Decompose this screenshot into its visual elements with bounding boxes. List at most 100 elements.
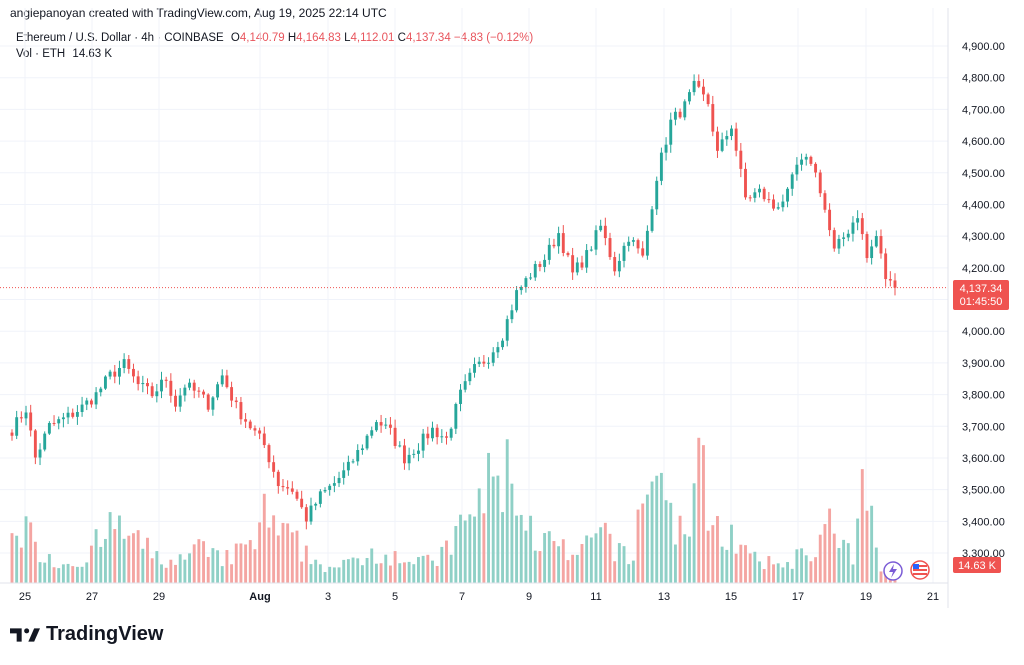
- candle: [103, 375, 107, 390]
- volume-bar: [337, 567, 341, 583]
- candle: [445, 431, 448, 445]
- volume-bar: [258, 522, 262, 583]
- candle: [33, 429, 37, 465]
- volume-bar: [524, 530, 528, 583]
- candle: [197, 387, 201, 398]
- candle: [57, 416, 61, 430]
- event-icon[interactable]: [883, 561, 903, 581]
- volume-bar: [870, 505, 874, 583]
- candle: [767, 192, 771, 204]
- candle: [459, 384, 462, 412]
- volume-bar: [103, 538, 107, 583]
- volume-bar: [673, 544, 677, 583]
- volume-bar: [197, 539, 201, 583]
- candle: [622, 242, 626, 268]
- symbol-legend: Ethereum / U.S. Dollar · 4h · COINBASE O…: [16, 31, 533, 46]
- candle: [473, 357, 476, 378]
- countdown-value: 01:45:50: [960, 296, 1003, 308]
- candle: [468, 368, 472, 386]
- volume-label[interactable]: Vol · ETH: [16, 48, 66, 60]
- volume-bar: [407, 561, 411, 583]
- x-tick-label: 5: [392, 591, 398, 603]
- volume-bar: [860, 469, 864, 583]
- candle: [786, 187, 789, 208]
- y-tick-label: 3,700.00: [962, 421, 1005, 433]
- volume-bar: [281, 522, 285, 583]
- volume-bar: [449, 554, 453, 583]
- x-tick-label: 19: [860, 591, 872, 603]
- volume-bar: [33, 541, 37, 583]
- volume-bar: [589, 537, 593, 583]
- volume-bar: [711, 525, 715, 583]
- volume-bar: [631, 560, 635, 583]
- volume-bar: [515, 515, 519, 583]
- y-tick-label: 3,900.00: [962, 358, 1005, 370]
- volume-bar: [71, 566, 75, 583]
- candle: [440, 429, 444, 443]
- y-tick-label: 3,500.00: [962, 485, 1005, 497]
- y-tick-label: 4,400.00: [962, 199, 1005, 211]
- volume-bar: [580, 544, 584, 583]
- y-tick-label: 3,800.00: [962, 390, 1005, 402]
- candle: [52, 415, 56, 426]
- time-axis[interactable]: 25 27 29 Aug 3 5 7 9 11 13 15 17 19 21: [19, 591, 939, 603]
- candle: [398, 441, 402, 448]
- volume-bar: [828, 508, 832, 583]
- candle: [192, 379, 196, 399]
- candle: [155, 383, 159, 403]
- volume-bar: [538, 551, 542, 583]
- volume-bar: [650, 481, 654, 583]
- candle: [739, 142, 743, 178]
- volume-bar: [360, 565, 364, 583]
- candle: [337, 471, 341, 488]
- volume-bar: [837, 547, 841, 583]
- candle: [150, 382, 154, 399]
- candle: [762, 186, 766, 202]
- candle: [24, 405, 28, 426]
- candle: [482, 355, 486, 367]
- volume-bar: [61, 564, 65, 583]
- volume-bar: [99, 546, 103, 583]
- volume-bar: [575, 554, 579, 583]
- x-tick-label: 9: [526, 591, 532, 603]
- candle: [772, 194, 775, 211]
- volume-bar: [758, 561, 761, 583]
- candle: [571, 247, 575, 280]
- candle: [99, 386, 103, 397]
- candle: [706, 92, 710, 107]
- volume-bar: [720, 546, 724, 583]
- volume-bar: [543, 533, 547, 583]
- candle: [650, 206, 654, 233]
- candle: [61, 412, 65, 428]
- candle: [351, 458, 355, 464]
- candle: [454, 402, 458, 435]
- symbol-name[interactable]: Ethereum / U.S. Dollar · 4h · COINBASE: [16, 32, 224, 44]
- x-tick-label: 29: [153, 591, 165, 603]
- volume-bar: [772, 564, 775, 583]
- volume-bar: [716, 516, 719, 583]
- footer-brand[interactable]: TradingView: [10, 623, 163, 646]
- candle: [435, 424, 439, 445]
- volume-bar: [309, 564, 313, 583]
- candle: [851, 216, 855, 242]
- high-value: 4,164.83: [296, 32, 341, 44]
- candle: [164, 376, 168, 388]
- x-tick-label: 15: [725, 591, 737, 603]
- volume-bar: [118, 515, 121, 583]
- volume-bar: [566, 560, 570, 583]
- candles: [10, 74, 897, 530]
- volume-bar: [571, 554, 575, 583]
- candle: [38, 443, 42, 466]
- volume-bar: [239, 543, 243, 583]
- volume-bar: [80, 566, 84, 583]
- x-tick-label: 25: [19, 591, 31, 603]
- volume-bar: [421, 555, 425, 583]
- candle: [496, 341, 500, 359]
- y-tick-label: 3,400.00: [962, 516, 1005, 528]
- us-flag-icon[interactable]: [910, 560, 930, 580]
- volume-bar: [622, 546, 626, 583]
- volume-bar: [141, 548, 145, 583]
- candle: [19, 411, 23, 423]
- volume-bar: [706, 530, 710, 583]
